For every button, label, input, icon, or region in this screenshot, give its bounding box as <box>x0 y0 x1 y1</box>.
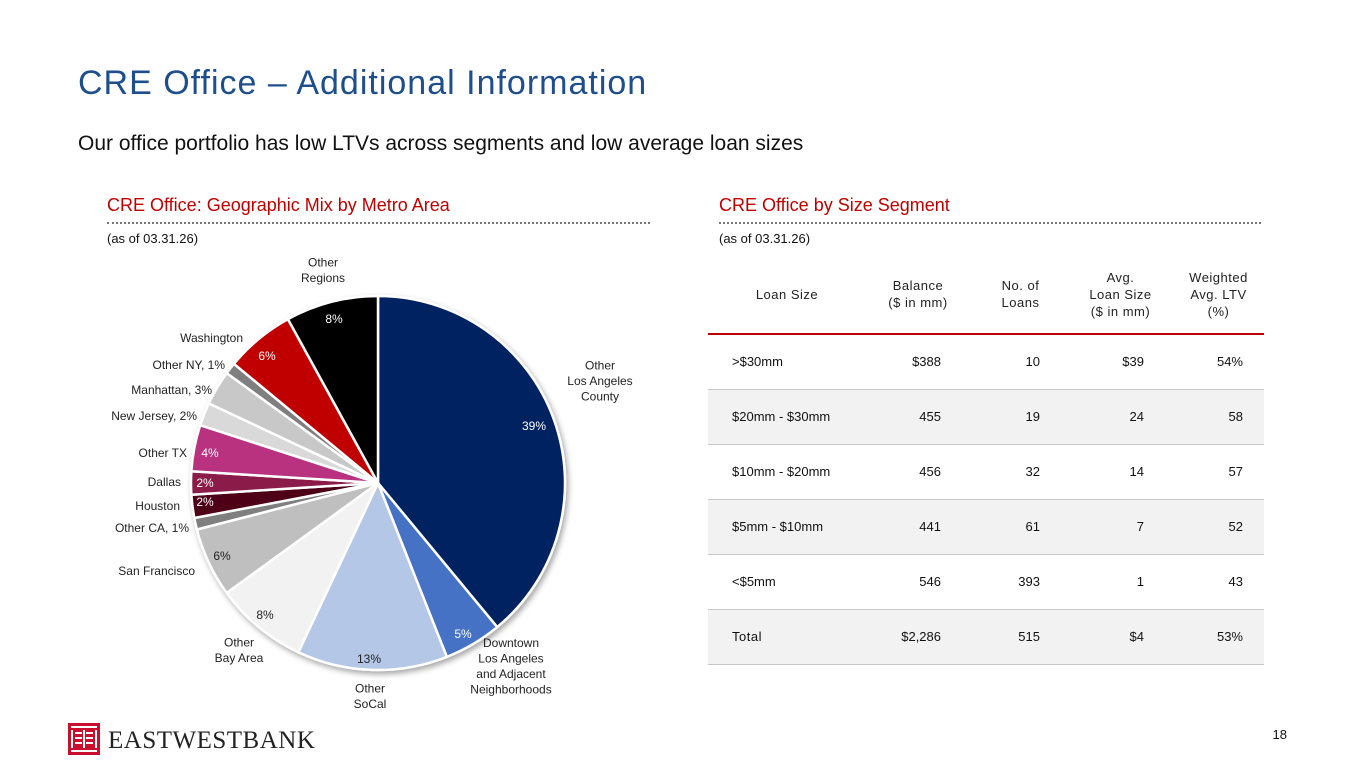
pie-data-label: 4% <box>201 446 219 460</box>
cell-avg-loan-size: 14 <box>1129 464 1144 479</box>
table-row: Total $2,286 515 $4 53% <box>708 610 1264 665</box>
pie-data-label: 5% <box>454 627 472 641</box>
pie-category-label: Houston <box>135 499 180 513</box>
cell-avg-loan-size: 7 <box>1136 519 1144 534</box>
size-segment-title: CRE Office by Size Segment <box>719 195 950 215</box>
cell-weighted-ltv: 57 <box>1228 464 1243 479</box>
cell-num-loans: 515 <box>1018 629 1040 644</box>
pie-data-label: 6% <box>258 349 276 363</box>
pie-slice <box>297 481 449 672</box>
eastwest-logo-icon <box>68 723 100 755</box>
table-row: >$30mm $388 10 $39 54% <box>708 335 1264 390</box>
pie-data-label: 13% <box>357 652 381 666</box>
pie-category-label: Dallas <box>148 475 181 489</box>
pie-category-label: Other Los Angeles County <box>567 359 632 404</box>
cell-avg-loan-size: $39 <box>1122 354 1144 369</box>
cell-balance: 456 <box>919 464 941 479</box>
pie-data-label: 2% <box>196 476 214 490</box>
pie-data-label: 2% <box>196 495 214 509</box>
cell-avg-loan-size: 1 <box>1136 574 1144 589</box>
cell-loan-size: >$30mm <box>732 354 783 369</box>
cell-balance: 441 <box>919 519 941 534</box>
table-header: Loan Size Balance ($ in mm) No. of Loans… <box>708 255 1264 335</box>
pie-data-label: 6% <box>213 549 231 563</box>
geo-mix-title: CRE Office: Geographic Mix by Metro Area <box>107 195 450 215</box>
pie-data-label: 8% <box>325 312 343 326</box>
cell-balance: 546 <box>919 574 941 589</box>
cell-num-loans: 393 <box>1018 574 1040 589</box>
cell-avg-loan-size: $4 <box>1129 629 1144 644</box>
table-body: >$30mm $388 10 $39 54% $20mm - $30mm 455 19 24 58… <box>708 335 1264 665</box>
cell-num-loans: 32 <box>1025 464 1040 479</box>
pie-slices <box>189 294 567 672</box>
cell-weighted-ltv: 43 <box>1228 574 1243 589</box>
table-row: <$5mm 546 393 1 43 <box>708 555 1264 610</box>
pie-slice <box>286 294 380 485</box>
pie-category-label: San Francisco <box>118 564 195 578</box>
size-segment-divider <box>719 222 1261 224</box>
header-num-loans: No. of Loans <box>1001 278 1040 310</box>
cell-balance: 455 <box>919 409 941 424</box>
cell-num-loans: 19 <box>1025 409 1040 424</box>
page-number: 18 <box>1272 727 1287 742</box>
pie-slice <box>225 481 380 654</box>
cell-balance: $2,286 <box>901 629 941 644</box>
pie-category-label: Manhattan, 3% <box>131 383 212 397</box>
table-row: $20mm - $30mm 455 19 24 58 <box>708 390 1264 445</box>
cell-balance: $388 <box>912 354 941 369</box>
pie-category-label: Other SoCal <box>354 681 387 711</box>
cell-loan-size: $10mm - $20mm <box>732 464 831 479</box>
cell-weighted-ltv: 54% <box>1216 354 1243 369</box>
pie-category-label: Other TX <box>139 446 187 460</box>
cell-loan-size: <$5mm <box>732 574 776 589</box>
cell-loan-size: $5mm - $10mm <box>732 519 824 534</box>
cell-num-loans: 10 <box>1025 354 1040 369</box>
pie-data-label: 39% <box>522 419 546 433</box>
header-avg-loan-size: Avg. Loan Size ($ in mm) <box>1089 269 1152 319</box>
header-loan-size: Loan Size <box>755 286 819 302</box>
size-segment-table: Loan Size Balance ($ in mm) No. of Loans… <box>708 255 1264 665</box>
cell-loan-size: Total <box>732 629 762 644</box>
table-row: $5mm - $10mm 441 61 7 52 <box>708 500 1264 555</box>
cell-loan-size: $20mm - $30mm <box>732 409 831 424</box>
pie-category-label: Other CA, 1% <box>115 521 189 535</box>
page-title: CRE Office – Additional Information <box>78 64 648 102</box>
pie-category-label: Other Regions <box>301 255 345 285</box>
cell-weighted-ltv: 53% <box>1216 629 1243 644</box>
geo-mix-divider <box>107 222 650 224</box>
cell-weighted-ltv: 52 <box>1228 519 1243 534</box>
brand-name: EASTWESTBANK <box>108 727 316 754</box>
pie-category-label: New Jersey, 2% <box>111 409 197 423</box>
pie-category-label: Downtown Los Angeles and Adjacent Neighborh… <box>470 636 551 697</box>
page-subtitle: Our office portfolio has low LTVs across… <box>78 132 804 155</box>
pie-category-label: Other NY, 1% <box>153 358 226 372</box>
cell-weighted-ltv: 58 <box>1228 409 1243 424</box>
size-segment-as-of: (as of 03.31.26) <box>719 231 811 246</box>
pie-slice <box>376 294 567 629</box>
cell-avg-loan-size: 24 <box>1129 409 1144 424</box>
table-row: $10mm - $20mm 456 32 14 57 <box>708 445 1264 500</box>
header-weighted-ltv: Weighted Avg. LTV (%) <box>1189 269 1248 319</box>
pie-category-label: Washington <box>180 331 243 345</box>
pie-data-label: 8% <box>256 608 274 622</box>
geo-mix-as-of: (as of 03.31.26) <box>107 231 199 246</box>
pie-category-label: Other Bay Area <box>215 635 264 665</box>
cell-num-loans: 61 <box>1025 519 1040 534</box>
header-balance: Balance ($ in mm) <box>888 278 948 310</box>
